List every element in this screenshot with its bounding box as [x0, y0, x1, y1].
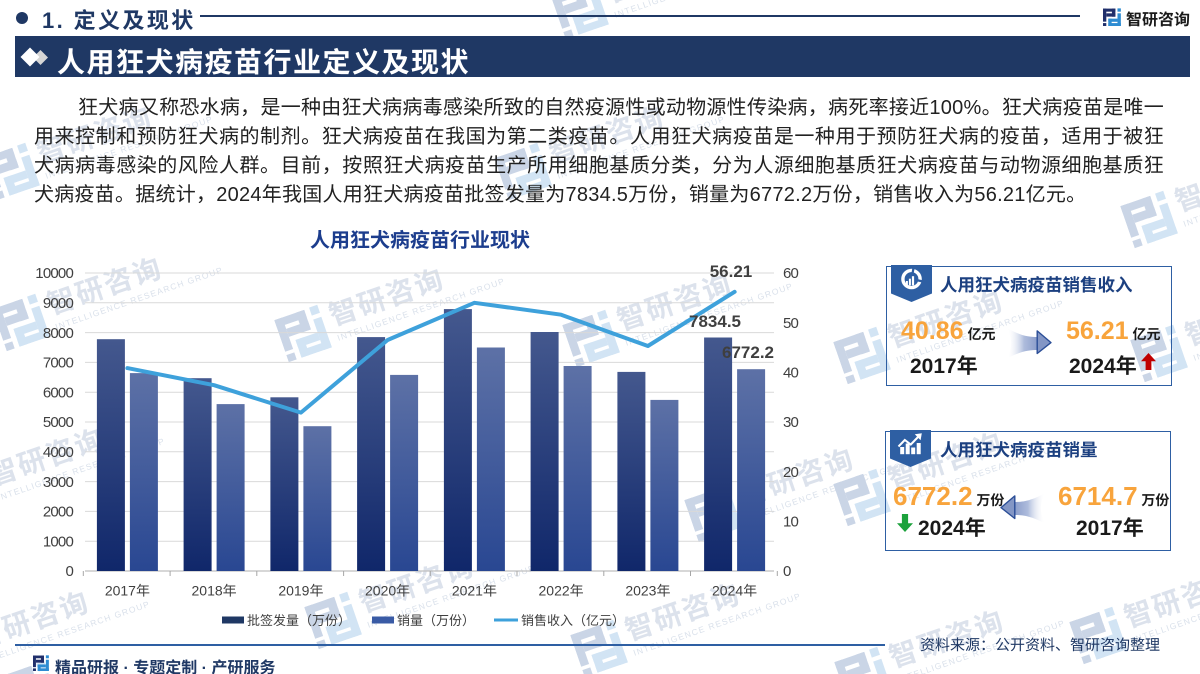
svg-text:7000: 7000 [43, 355, 74, 372]
svg-text:2017年: 2017年 [105, 583, 150, 599]
svg-text:10: 10 [783, 514, 799, 531]
svg-text:3000: 3000 [43, 474, 74, 491]
svg-text:2020年: 2020年 [365, 583, 410, 599]
svg-text:50: 50 [783, 315, 799, 332]
svg-text:2019年: 2019年 [278, 583, 323, 599]
svg-text:30: 30 [783, 414, 799, 431]
svg-text:批签发量（万份）: 批签发量（万份） [247, 613, 351, 628]
svg-text:4000: 4000 [43, 444, 74, 461]
svg-text:6000: 6000 [43, 384, 74, 401]
svg-text:60: 60 [783, 265, 799, 282]
svg-text:0: 0 [783, 563, 791, 580]
svg-text:销量（万份）: 销量（万份） [397, 613, 475, 628]
svg-text:销售收入（亿元）: 销售收入（亿元） [521, 613, 625, 628]
svg-text:6772.2: 6772.2 [722, 343, 774, 362]
svg-text:2018年: 2018年 [192, 583, 237, 599]
svg-text:7834.5: 7834.5 [689, 312, 741, 331]
svg-text:5000: 5000 [43, 414, 74, 431]
svg-text:2024年: 2024年 [712, 583, 757, 599]
svg-text:20: 20 [783, 464, 799, 481]
svg-text:9000: 9000 [43, 295, 74, 312]
svg-text:2022年: 2022年 [539, 583, 584, 599]
svg-text:2023年: 2023年 [625, 583, 670, 599]
svg-text:0: 0 [65, 563, 73, 580]
svg-text:2021年: 2021年 [452, 583, 497, 599]
svg-text:1000: 1000 [43, 533, 74, 550]
svg-text:8000: 8000 [43, 325, 74, 342]
svg-text:10000: 10000 [35, 265, 73, 282]
svg-text:56.21: 56.21 [710, 262, 753, 281]
svg-text:2000: 2000 [43, 504, 74, 521]
svg-text:人用狂犬病疫苗行业现状: 人用狂犬病疫苗行业现状 [310, 229, 530, 252]
svg-text:40: 40 [783, 365, 799, 382]
